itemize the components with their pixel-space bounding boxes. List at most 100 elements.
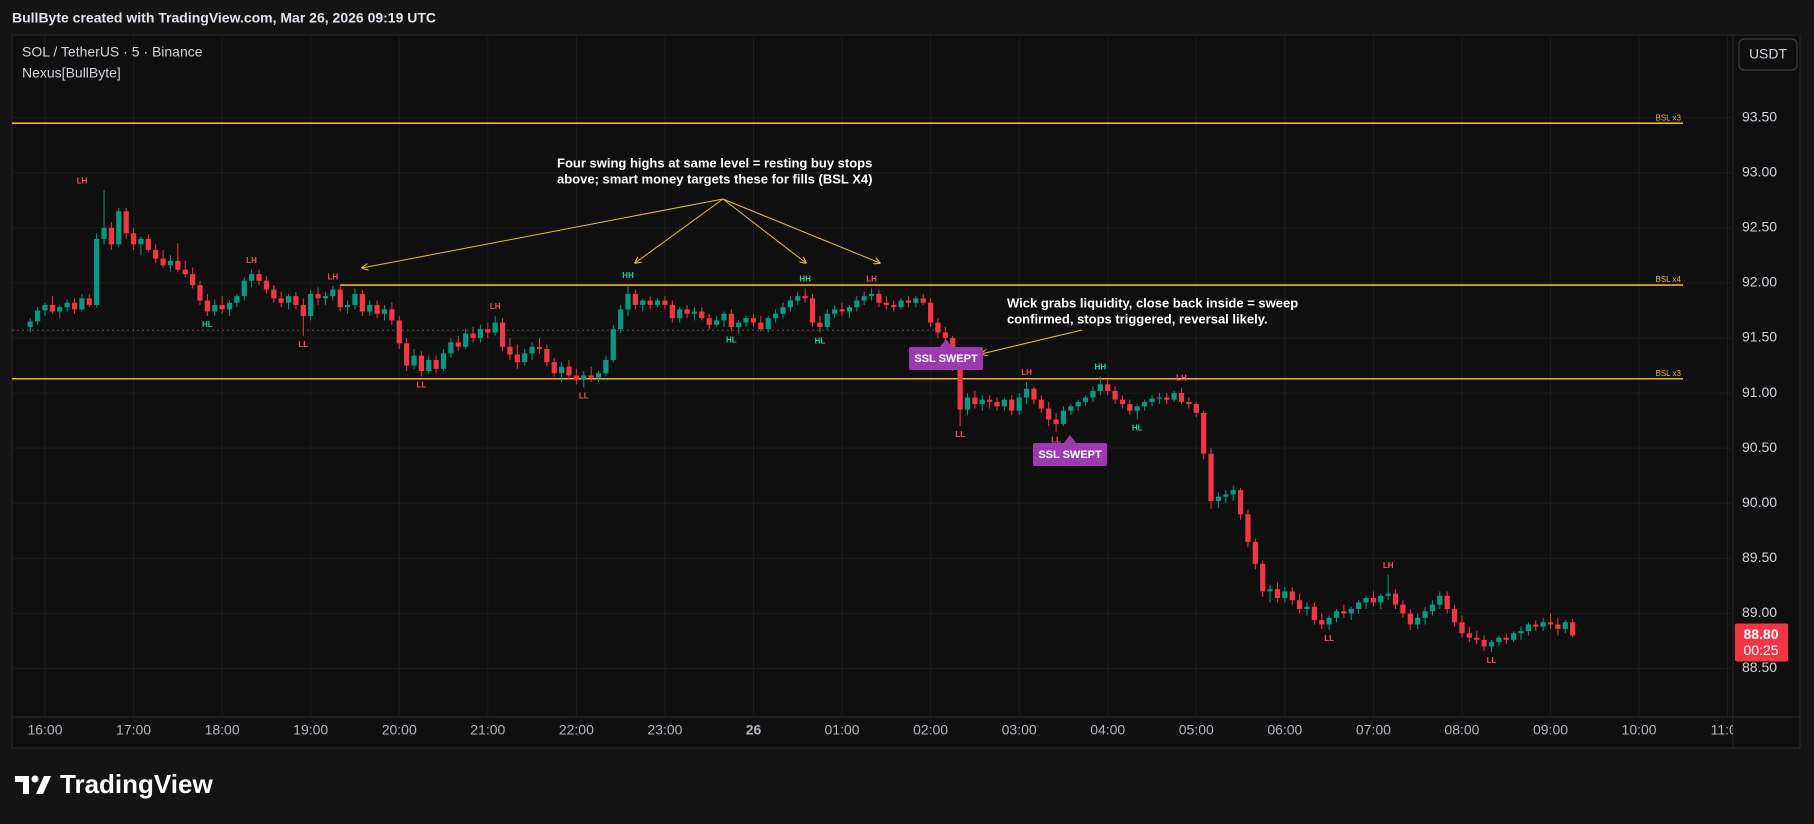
candle-body	[1223, 494, 1229, 497]
candle-body	[359, 293, 365, 312]
candle-body	[308, 293, 314, 316]
candle-body	[1570, 622, 1576, 636]
candle-body	[27, 321, 33, 327]
candle-body	[381, 309, 388, 314]
candle-body	[1466, 633, 1472, 638]
level-label: BSL x4	[1656, 275, 1682, 284]
x-tick-label: 05:00	[1179, 722, 1214, 738]
x-tick-label: 26	[746, 722, 762, 738]
arrow	[722, 198, 806, 263]
candle-body	[226, 302, 233, 310]
x-tick-label: 16:00	[27, 722, 62, 738]
candle-body	[433, 360, 439, 369]
candle-body	[1511, 633, 1517, 640]
candle-body	[1289, 591, 1295, 601]
candle-body	[721, 313, 727, 321]
candle-body	[743, 318, 749, 323]
y-tick-label: 93.00	[1742, 163, 1777, 179]
candle-body	[773, 313, 779, 319]
candle-body	[802, 296, 808, 299]
candle-body	[1503, 637, 1509, 640]
candle-body	[514, 354, 520, 363]
currency-button[interactable]	[1738, 38, 1798, 71]
tag-pointer	[940, 339, 952, 347]
candle-body	[485, 329, 491, 333]
candle-body	[972, 397, 978, 405]
candle-body	[1392, 593, 1399, 605]
candle-body	[765, 318, 771, 330]
candle-body	[588, 375, 594, 378]
candle-body	[94, 238, 100, 305]
tag-text: SSL SWEPT	[914, 353, 978, 365]
candle-body	[839, 309, 845, 312]
candle-body	[1193, 404, 1199, 413]
candle-body	[470, 333, 476, 338]
swing-label: HH	[622, 271, 634, 280]
currency[interactable]: USDT	[1749, 46, 1788, 62]
candle-body	[736, 322, 742, 327]
candle-body	[913, 298, 919, 303]
candle-body	[71, 302, 78, 310]
candle-body	[285, 296, 292, 303]
candle-body	[256, 274, 262, 281]
swing-label: LL	[579, 392, 589, 401]
candle-body	[750, 318, 757, 323]
candle-body	[123, 211, 129, 234]
candle-body	[566, 366, 572, 376]
candle-body	[1215, 496, 1222, 502]
candle-body	[1068, 406, 1074, 411]
logo-mark	[15, 775, 51, 794]
candle-body	[1208, 453, 1214, 502]
candle-body	[1422, 611, 1428, 618]
swing-label: LH	[327, 272, 338, 281]
price-tag-countdown: 00:25	[1743, 642, 1778, 658]
y-tick-label: 92.50	[1742, 219, 1777, 235]
candle-body	[1451, 609, 1458, 623]
candle-body	[536, 346, 543, 350]
candle-body	[1282, 591, 1288, 599]
y-tick-label: 91.50	[1742, 329, 1777, 345]
candle-body	[1267, 589, 1273, 592]
x-tick-label: 08:00	[1444, 722, 1479, 738]
swing-label: HL	[202, 320, 213, 329]
candle-body	[204, 300, 210, 312]
x-tick-label: 18:00	[205, 722, 240, 738]
arrow	[981, 329, 1083, 354]
swing-label: LH	[246, 256, 257, 265]
candle-body	[846, 307, 853, 312]
price-tag-label: 88.80	[1743, 626, 1778, 642]
logo-text: TradingView	[60, 769, 213, 799]
candle-body	[1230, 490, 1236, 495]
candle-body	[263, 280, 269, 290]
tag	[909, 347, 983, 370]
candle-body	[197, 285, 203, 301]
candle-body	[1112, 390, 1118, 400]
candle-body	[677, 309, 683, 319]
symbol: SOL / TetherUS · 5 · Binance	[22, 44, 203, 60]
candle-body	[1474, 637, 1480, 640]
candle-body	[1082, 397, 1089, 402]
candle-body	[618, 309, 624, 330]
candle-body	[1481, 639, 1487, 647]
price-tag	[1735, 623, 1788, 662]
x-tick-label: 10:00	[1622, 722, 1657, 738]
indicator: Nexus[BullByte]	[22, 65, 121, 81]
candle-body	[1370, 598, 1376, 603]
x-tick-label: 17:00	[116, 722, 151, 738]
candle-body	[1274, 589, 1281, 599]
candle-body	[1319, 620, 1325, 625]
candle-body	[499, 322, 506, 347]
candle-body	[42, 304, 48, 311]
candle-body	[1297, 600, 1303, 610]
candle-body	[145, 238, 151, 250]
candle-body	[219, 304, 225, 310]
swing-label: LL	[1324, 634, 1334, 643]
candle-body	[662, 300, 668, 305]
candle-body	[212, 304, 218, 312]
y-tick-label: 90.50	[1742, 439, 1777, 455]
candle-body	[1252, 541, 1258, 564]
candle-body	[1075, 401, 1081, 407]
candle-body	[374, 304, 380, 314]
candle-body	[1547, 622, 1554, 625]
